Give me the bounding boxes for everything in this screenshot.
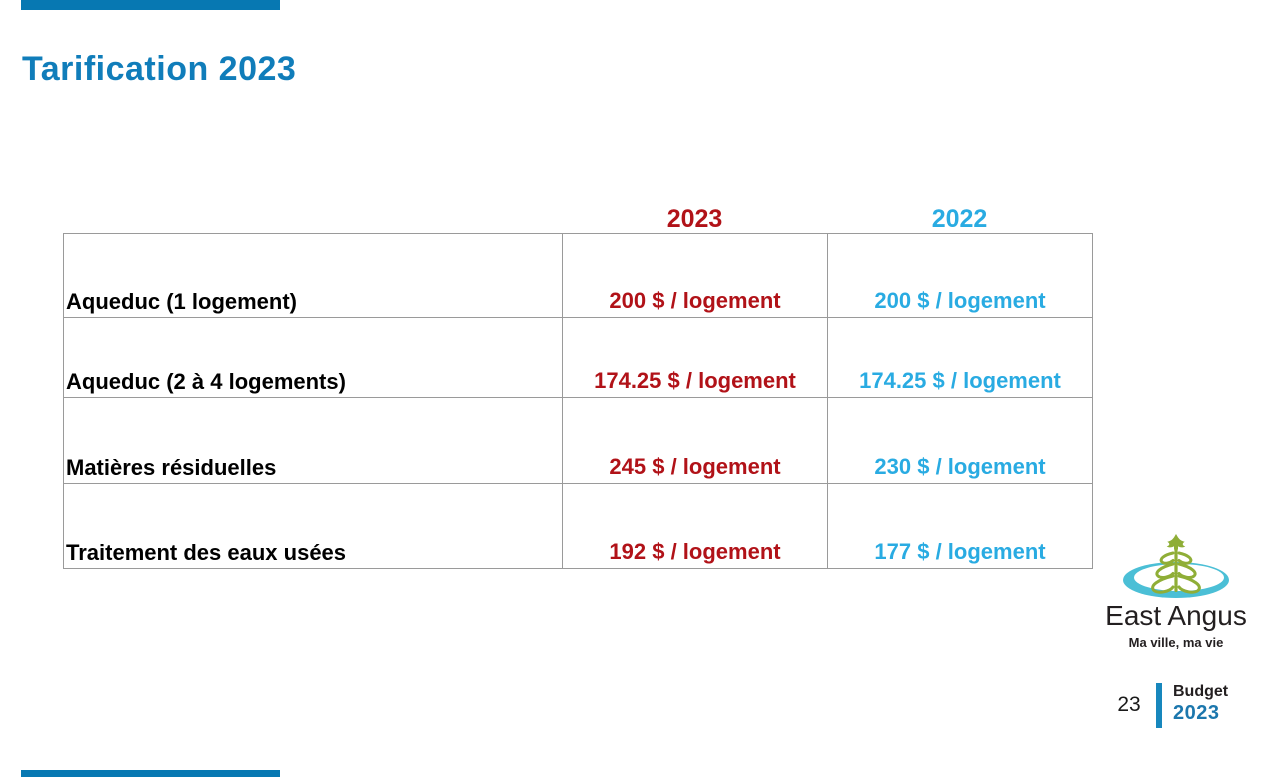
east-angus-logo: East Angus Ma ville, ma vie — [1098, 534, 1254, 650]
value-2023-cell: 200 $ / logement — [562, 233, 828, 318]
value-2022-cell: 177 $ / logement — [827, 483, 1093, 569]
value-2023-cell: 174.25 $ / logement — [562, 317, 828, 398]
tree-water-logo-icon — [1123, 534, 1229, 598]
page-title: Tarification 2023 — [22, 50, 297, 88]
footer-budget-year: 2023 — [1173, 702, 1220, 724]
table-row: Aqueduc (1 logement) 200 $ / logement 20… — [63, 233, 1093, 318]
row-label-cell: Aqueduc (2 à 4 logements) — [63, 317, 563, 398]
logo-wordmark: East Angus — [1105, 600, 1247, 631]
column-header-2023: 2023 — [666, 205, 723, 233]
table-row: Matières résiduelles 245 $ / logement 23… — [63, 397, 1093, 484]
value-2023-cell: 245 $ / logement — [562, 397, 828, 484]
footer-divider-bar — [1156, 683, 1162, 728]
value-2022-cell: 230 $ / logement — [827, 397, 1093, 484]
top-accent-bar — [21, 0, 280, 10]
bottom-accent-bar — [21, 770, 280, 777]
row-label-cell: Aqueduc (1 logement) — [63, 233, 563, 318]
value-2022-cell: 174.25 $ / logement — [827, 317, 1093, 398]
value-2023-cell: 192 $ / logement — [562, 483, 828, 569]
table-row: Aqueduc (2 à 4 logements) 174.25 $ / log… — [63, 317, 1093, 398]
value-2022-cell: 200 $ / logement — [827, 233, 1093, 318]
column-header-2022: 2022 — [931, 205, 988, 233]
page-number: 23 — [1117, 693, 1141, 716]
row-label-cell: Matières résiduelles — [63, 397, 563, 484]
row-label-cell: Traitement des eaux usées — [63, 483, 563, 569]
footer-budget-label: Budget — [1173, 683, 1229, 700]
table-row: Traitement des eaux usées 192 $ / logeme… — [63, 483, 1093, 569]
tarification-table: Aqueduc (1 logement) 200 $ / logement 20… — [63, 233, 1093, 569]
logo-tagline: Ma ville, ma vie — [1128, 635, 1224, 650]
